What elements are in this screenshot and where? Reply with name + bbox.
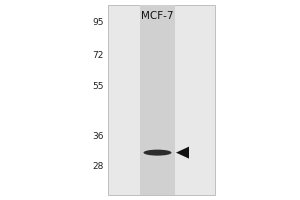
Bar: [140, 5, 175, 195]
Text: 36: 36: [92, 132, 104, 141]
Bar: [108, 5, 215, 195]
Text: 28: 28: [93, 162, 104, 171]
Text: 95: 95: [92, 18, 104, 27]
Text: 72: 72: [93, 51, 104, 60]
Polygon shape: [176, 147, 189, 159]
Text: MCF-7: MCF-7: [141, 11, 174, 21]
Text: 55: 55: [92, 82, 104, 91]
Ellipse shape: [143, 150, 172, 156]
